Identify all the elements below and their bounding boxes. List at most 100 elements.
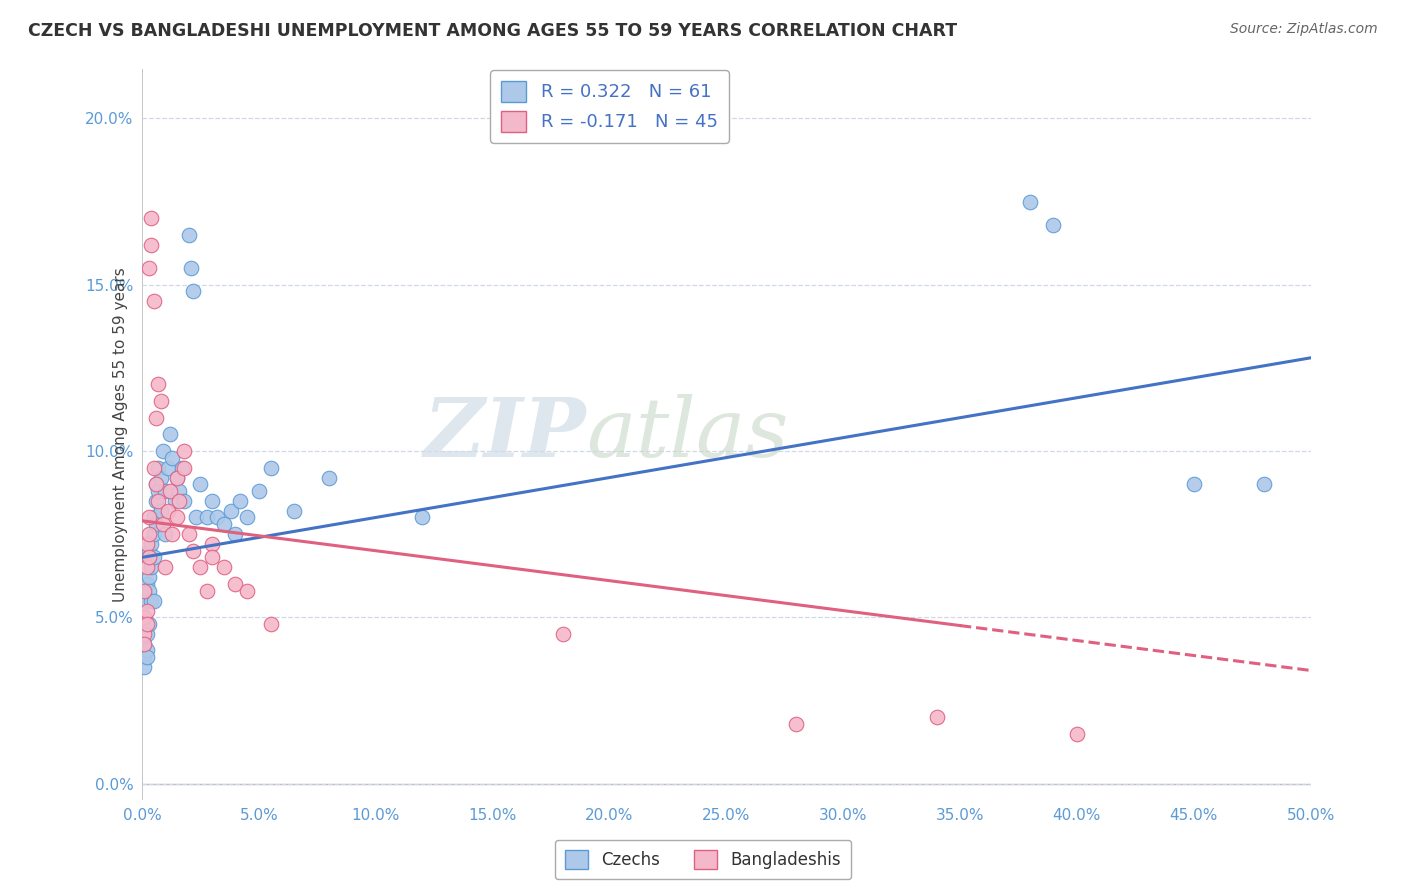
Point xyxy=(135,616,157,631)
Point xyxy=(138,550,160,565)
Point xyxy=(205,510,228,524)
Point xyxy=(169,493,191,508)
Point xyxy=(142,510,165,524)
Point xyxy=(135,593,157,607)
Point xyxy=(135,650,157,665)
Point xyxy=(411,510,433,524)
Point xyxy=(197,583,219,598)
Point xyxy=(138,550,160,565)
Point xyxy=(141,560,163,574)
Point xyxy=(169,483,191,498)
Point xyxy=(149,504,172,518)
Point xyxy=(148,377,170,392)
Point xyxy=(785,716,807,731)
Point xyxy=(183,543,205,558)
Point xyxy=(138,570,160,584)
Point xyxy=(138,527,160,541)
Point xyxy=(177,527,200,541)
Point xyxy=(1253,477,1275,491)
Point xyxy=(201,493,224,508)
Point xyxy=(149,394,172,409)
Point xyxy=(170,460,193,475)
Point xyxy=(1042,218,1064,232)
Point xyxy=(156,504,179,518)
Point xyxy=(212,560,235,574)
Point xyxy=(190,560,212,574)
Point xyxy=(156,460,179,475)
Point xyxy=(145,477,167,491)
Point xyxy=(142,527,165,541)
Point xyxy=(141,211,163,226)
Point xyxy=(224,577,246,591)
Point xyxy=(283,504,305,518)
Point xyxy=(212,517,235,532)
Point xyxy=(145,477,167,491)
Point xyxy=(149,470,172,484)
Point xyxy=(224,527,246,541)
Point xyxy=(138,510,160,524)
Legend: Czechs, Bangladeshis: Czechs, Bangladeshis xyxy=(555,840,851,880)
Point xyxy=(551,627,574,641)
Point xyxy=(134,610,156,624)
Point xyxy=(259,616,281,631)
Point xyxy=(162,527,184,541)
Point xyxy=(1182,477,1205,491)
Point xyxy=(135,560,157,574)
Point xyxy=(138,543,160,558)
Point xyxy=(318,470,340,484)
Point xyxy=(135,537,157,551)
Point xyxy=(180,261,202,276)
Point xyxy=(177,227,200,242)
Point xyxy=(134,637,156,651)
Point xyxy=(201,537,224,551)
Point xyxy=(135,643,157,657)
Point xyxy=(190,477,212,491)
Point xyxy=(259,460,281,475)
Point xyxy=(138,261,160,276)
Point xyxy=(925,710,948,724)
Point xyxy=(145,410,167,425)
Point xyxy=(201,550,224,565)
Point xyxy=(148,460,170,475)
Point xyxy=(134,583,156,598)
Point xyxy=(148,483,170,498)
Point xyxy=(134,627,156,641)
Point xyxy=(219,504,242,518)
Point xyxy=(135,577,157,591)
Point xyxy=(236,583,259,598)
Point xyxy=(184,510,207,524)
Point xyxy=(134,650,156,665)
Text: CZECH VS BANGLADESHI UNEMPLOYMENT AMONG AGES 55 TO 59 YEARS CORRELATION CHART: CZECH VS BANGLADESHI UNEMPLOYMENT AMONG … xyxy=(28,22,957,40)
Point xyxy=(135,627,157,641)
Y-axis label: Unemployment Among Ages 55 to 59 years: Unemployment Among Ages 55 to 59 years xyxy=(112,267,128,602)
Point xyxy=(141,593,163,607)
Point xyxy=(173,460,195,475)
Point xyxy=(173,493,195,508)
Point xyxy=(142,460,165,475)
Point xyxy=(183,285,205,299)
Point xyxy=(1066,726,1088,740)
Point xyxy=(135,604,157,618)
Point xyxy=(152,517,174,532)
Point xyxy=(166,470,188,484)
Point xyxy=(229,493,252,508)
Point xyxy=(145,493,167,508)
Point xyxy=(166,470,188,484)
Point xyxy=(134,610,156,624)
Point xyxy=(138,583,160,598)
Point xyxy=(134,637,156,651)
Point xyxy=(173,444,195,458)
Point xyxy=(142,550,165,565)
Point xyxy=(142,593,165,607)
Point xyxy=(1019,194,1042,209)
Point xyxy=(141,237,163,252)
Text: Source: ZipAtlas.com: Source: ZipAtlas.com xyxy=(1230,22,1378,37)
Point xyxy=(197,510,219,524)
Point xyxy=(148,493,170,508)
Point xyxy=(142,294,165,309)
Text: ZIP: ZIP xyxy=(423,394,586,475)
Point xyxy=(159,483,181,498)
Point xyxy=(138,616,160,631)
Point xyxy=(155,560,177,574)
Point xyxy=(155,483,177,498)
